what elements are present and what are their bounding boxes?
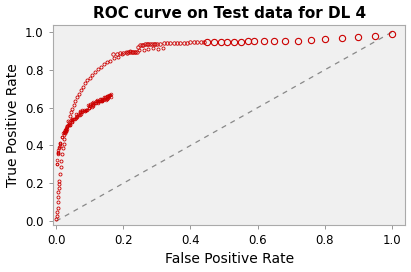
Y-axis label: True Positive Rate: True Positive Rate <box>6 63 20 187</box>
Title: ROC curve on Test data for DL 4: ROC curve on Test data for DL 4 <box>92 5 366 21</box>
X-axis label: False Positive Rate: False Positive Rate <box>164 252 294 267</box>
